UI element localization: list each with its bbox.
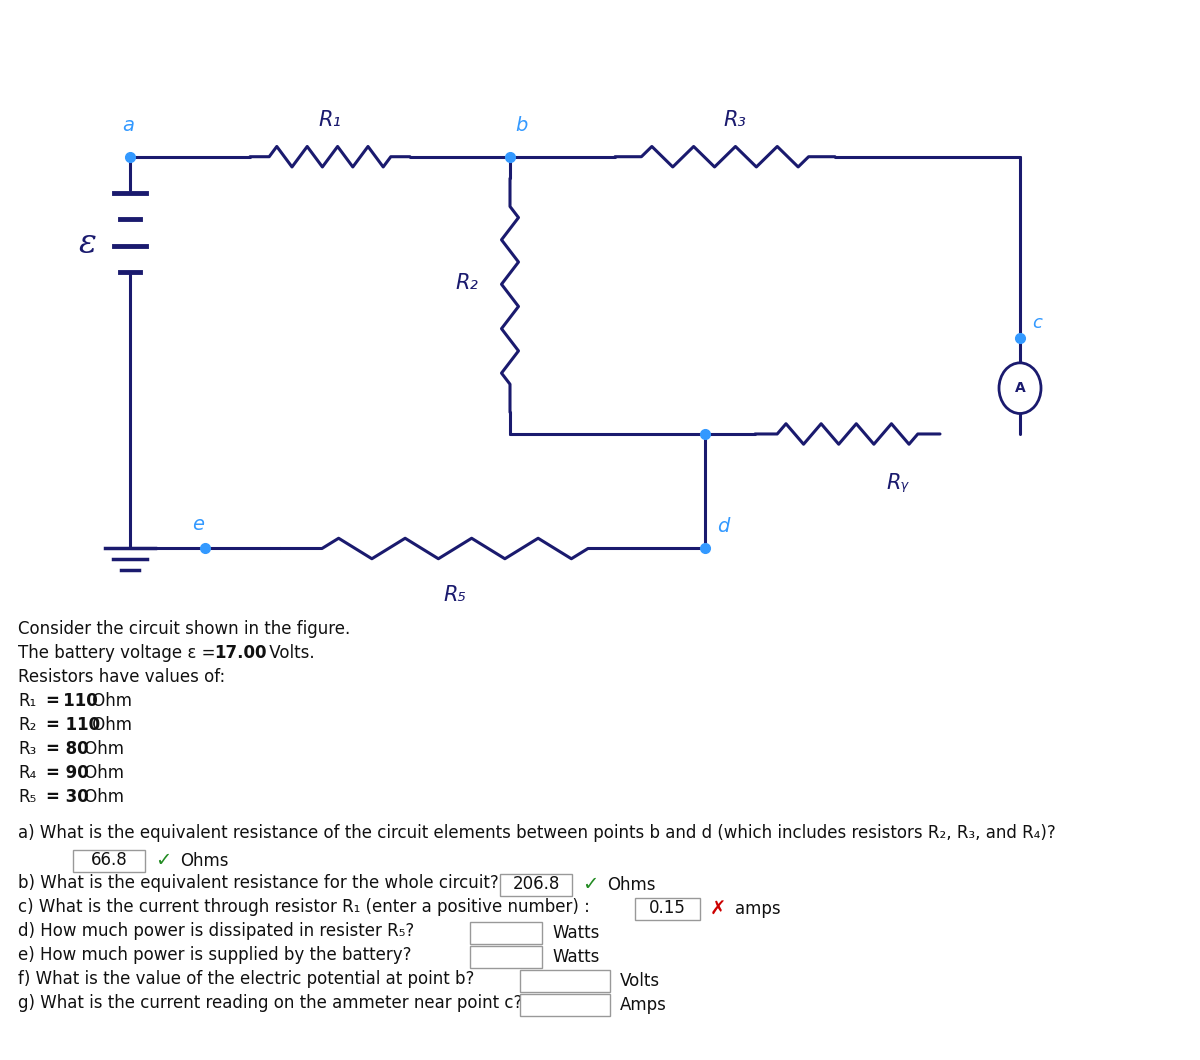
Text: R₄: R₄ (18, 764, 36, 782)
Text: 206.8: 206.8 (512, 874, 559, 893)
Text: e: e (192, 515, 204, 534)
Text: R₅: R₅ (18, 788, 36, 806)
Bar (635, 898, 700, 920)
Bar (520, 994, 610, 1015)
Text: Amps: Amps (620, 996, 667, 1014)
Text: a) What is the equivalent resistance of the circuit elements between points b an: a) What is the equivalent resistance of … (18, 824, 1056, 842)
Text: Ohms: Ohms (180, 852, 228, 870)
Text: The battery voltage ε =: The battery voltage ε = (18, 643, 221, 661)
Text: Watts: Watts (552, 924, 599, 942)
Text: Ohm: Ohm (79, 740, 124, 758)
Text: A: A (1015, 382, 1025, 395)
Text: R₅: R₅ (444, 585, 467, 604)
Text: = 110: = 110 (46, 692, 97, 710)
Text: c: c (1032, 314, 1042, 332)
Text: = 80: = 80 (46, 740, 89, 758)
Text: d: d (718, 517, 730, 536)
Text: e) How much power is supplied by the battery?: e) How much power is supplied by the bat… (18, 946, 412, 964)
Circle shape (998, 363, 1042, 413)
Text: Rᵧ: Rᵧ (887, 473, 908, 493)
Text: amps: amps (734, 900, 781, 918)
Text: d) How much power is dissipated in resister R₅?: d) How much power is dissipated in resis… (18, 922, 414, 940)
Text: Ohm: Ohm (79, 788, 124, 806)
Text: f) What is the value of the electric potential at point b?: f) What is the value of the electric pot… (18, 970, 474, 988)
Bar (520, 970, 610, 992)
Text: c) What is the current through resistor R₁ (enter a positive number) :: c) What is the current through resistor … (18, 898, 590, 916)
Text: = 110: = 110 (46, 716, 100, 734)
Text: R₁: R₁ (18, 692, 36, 710)
Text: Volts.: Volts. (264, 643, 314, 661)
Text: Consider the circuit shown in the figure.: Consider the circuit shown in the figure… (18, 620, 350, 638)
Text: 17.00: 17.00 (214, 643, 266, 661)
Text: Resistors have values of:: Resistors have values of: (18, 668, 226, 686)
Text: R₁: R₁ (318, 110, 342, 130)
Text: ✓: ✓ (582, 876, 599, 895)
Text: b: b (515, 116, 527, 135)
Text: = 90: = 90 (46, 764, 89, 782)
Text: Ohm: Ohm (88, 692, 132, 710)
Text: Ohm: Ohm (79, 764, 124, 782)
Text: R₃: R₃ (724, 110, 746, 130)
Text: Ohms: Ohms (607, 876, 655, 894)
Text: Volts: Volts (620, 972, 660, 990)
Text: R₂: R₂ (455, 273, 478, 294)
Bar (73, 850, 145, 872)
Text: 0.15: 0.15 (649, 899, 686, 917)
Bar (500, 873, 572, 896)
Text: a: a (122, 116, 134, 135)
Text: Watts: Watts (552, 948, 599, 966)
Text: ε: ε (79, 228, 97, 260)
Text: = 30: = 30 (46, 788, 89, 806)
Text: R₂: R₂ (18, 716, 36, 734)
Text: Ohm: Ohm (88, 716, 132, 734)
Text: R₃: R₃ (18, 740, 36, 758)
Bar (470, 946, 542, 968)
Text: ✓: ✓ (155, 851, 172, 870)
Text: 66.8: 66.8 (91, 851, 127, 869)
Bar (470, 922, 542, 944)
Text: g) What is the current reading on the ammeter near point c?: g) What is the current reading on the am… (18, 994, 522, 1012)
Text: b) What is the equivalent resistance for the whole circuit?: b) What is the equivalent resistance for… (18, 873, 499, 891)
Text: ✗: ✗ (710, 900, 726, 918)
